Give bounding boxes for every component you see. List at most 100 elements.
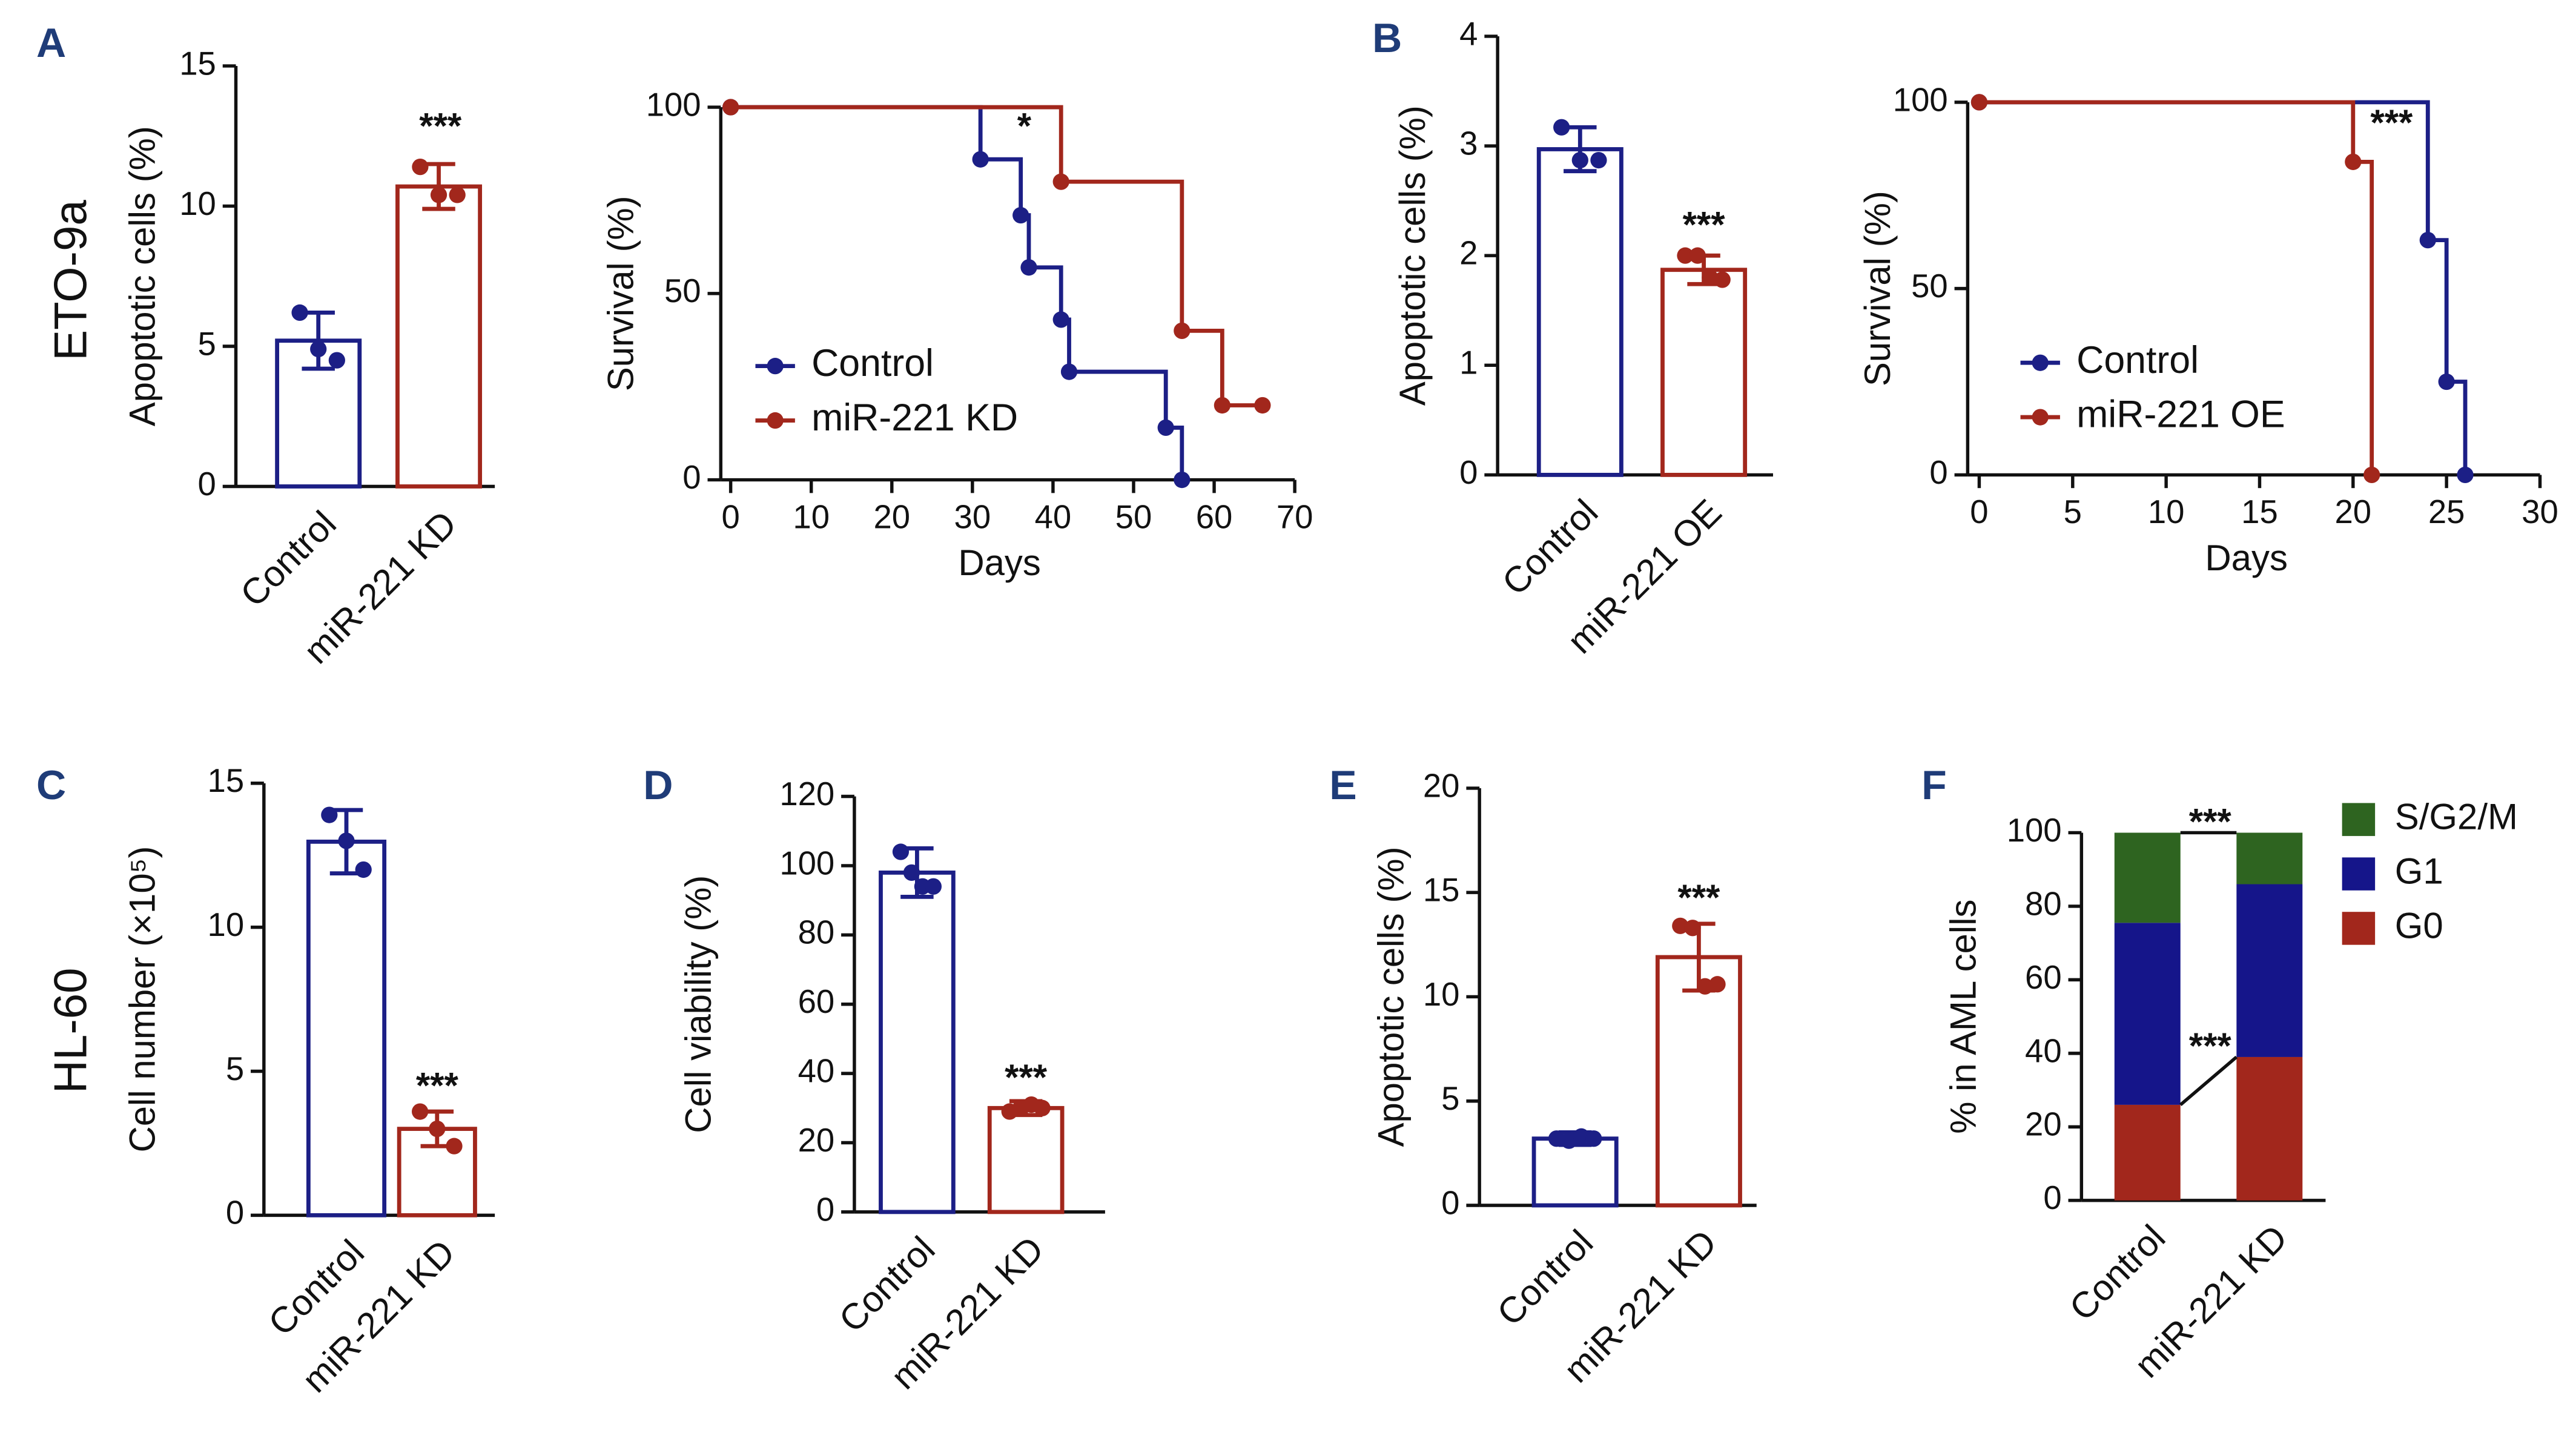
data-point [1709,976,1726,993]
x-tick-label: 0 [1970,493,1988,530]
x-tick-label: 25 [2428,493,2465,530]
y-axis-label: Cell number (×10⁵) [122,846,163,1153]
y-tick-label: 100 [2007,812,2062,849]
x-tick-label: 20 [2335,493,2372,530]
survival-step [730,105,1263,407]
legend-marker [2032,409,2049,426]
data-point [1677,247,1694,264]
y-tick-label: 40 [2025,1032,2062,1069]
y-tick-label: 15 [1423,872,1460,909]
annotation: *** [1005,1057,1048,1098]
data-point [1684,920,1701,937]
annotation: *** [2189,1026,2232,1066]
panel-label: A [36,20,66,66]
data-point [321,806,338,823]
x-tick-label: 30 [954,498,991,535]
y-axis-label: Survival (%) [600,196,641,391]
y-tick-label: 5 [226,1050,244,1087]
legend-swatch [2342,912,2376,945]
y-tick-label: 0 [1441,1184,1459,1221]
data-point [449,186,466,203]
survival-point [1214,397,1230,414]
x-tick-label: 0 [721,498,739,535]
annotation: * [1017,105,1032,146]
data-point [1573,1128,1590,1145]
survival-point [1012,206,1029,224]
y-tick-label: 100 [779,845,834,881]
y-axis-label: Cell viability (%) [678,875,718,1133]
y-tick-label: 60 [2025,959,2062,996]
data-point [412,159,429,176]
annotation: *** [416,1065,459,1105]
x-tick-label: 20 [873,498,910,535]
bar [1531,1136,1619,1208]
x-axis-label: Days [958,542,1041,583]
legend-label: miR-221 OE [2076,394,2285,436]
y-tick-label: 60 [798,983,835,1020]
x-tick-label: 5 [2064,493,2082,530]
data-point [1034,1099,1051,1116]
y-tick-label: 0 [816,1191,834,1228]
bar [1655,955,1742,1208]
survival-point [1020,259,1037,276]
y-tick-label: 20 [2025,1106,2062,1143]
data-point [1672,917,1689,934]
y-tick-label: 100 [1893,81,1948,118]
x-tick-label: 70 [1277,498,1313,535]
data-point [355,861,372,878]
row-label: HL-60 [45,967,97,1093]
y-tick-label: 2 [1459,235,1478,272]
bar [987,1105,1065,1214]
survival-point [1174,322,1191,339]
data-point [328,352,345,369]
y-tick-label: 50 [664,272,701,309]
data-point [1714,271,1731,288]
legend-label: G0 [2395,905,2443,946]
x-axis-label: Days [2205,538,2288,578]
legend-label: Control [2076,339,2199,381]
legend-label: G1 [2395,851,2443,891]
annotation: *** [1683,205,1726,245]
y-tick-label: 80 [2025,885,2062,922]
data-point [429,1121,446,1138]
data-point [903,864,920,881]
data-point [1585,1130,1602,1147]
x-tick-label: 50 [1115,498,1152,535]
survival-step [730,105,1184,480]
annotation: *** [1677,877,1720,918]
y-tick-label: 5 [198,325,216,362]
x-tick-label: 10 [793,498,830,535]
bar [306,839,387,1217]
stacked-bar [2114,923,2181,1105]
data-point [1548,1130,1565,1147]
y-tick-label: 40 [798,1052,835,1089]
y-tick-label: 20 [1423,767,1460,804]
survival-point [972,151,989,168]
data-point [291,304,308,321]
data-point [925,878,942,895]
y-tick-label: 1 [1459,344,1478,381]
data-point [892,843,910,860]
y-tick-label: 5 [1441,1080,1459,1117]
y-axis-label: Apoptotic cells (%) [1370,846,1411,1147]
y-tick-label: 15 [208,762,245,799]
survival-point [1970,94,1988,111]
survival-point [1052,311,1069,328]
legend-marker [767,358,784,375]
legend-label: Control [811,342,934,384]
panel-label: B [1372,15,1402,61]
panel-label: F [1921,762,1947,808]
legend-swatch [2342,803,2376,836]
legend-label: miR-221 KD [811,397,1018,439]
connector [2179,1055,2238,1106]
y-axis-label: Survival (%) [1857,191,1898,386]
stacked-bar [2236,832,2303,884]
y-tick-label: 0 [1459,454,1478,491]
y-tick-label: 100 [646,86,701,123]
panel-label: C [36,762,66,808]
stacked-bar [2114,832,2181,923]
y-tick-label: 0 [198,466,216,502]
survival-point [722,99,739,116]
annotation: *** [2189,802,2232,842]
